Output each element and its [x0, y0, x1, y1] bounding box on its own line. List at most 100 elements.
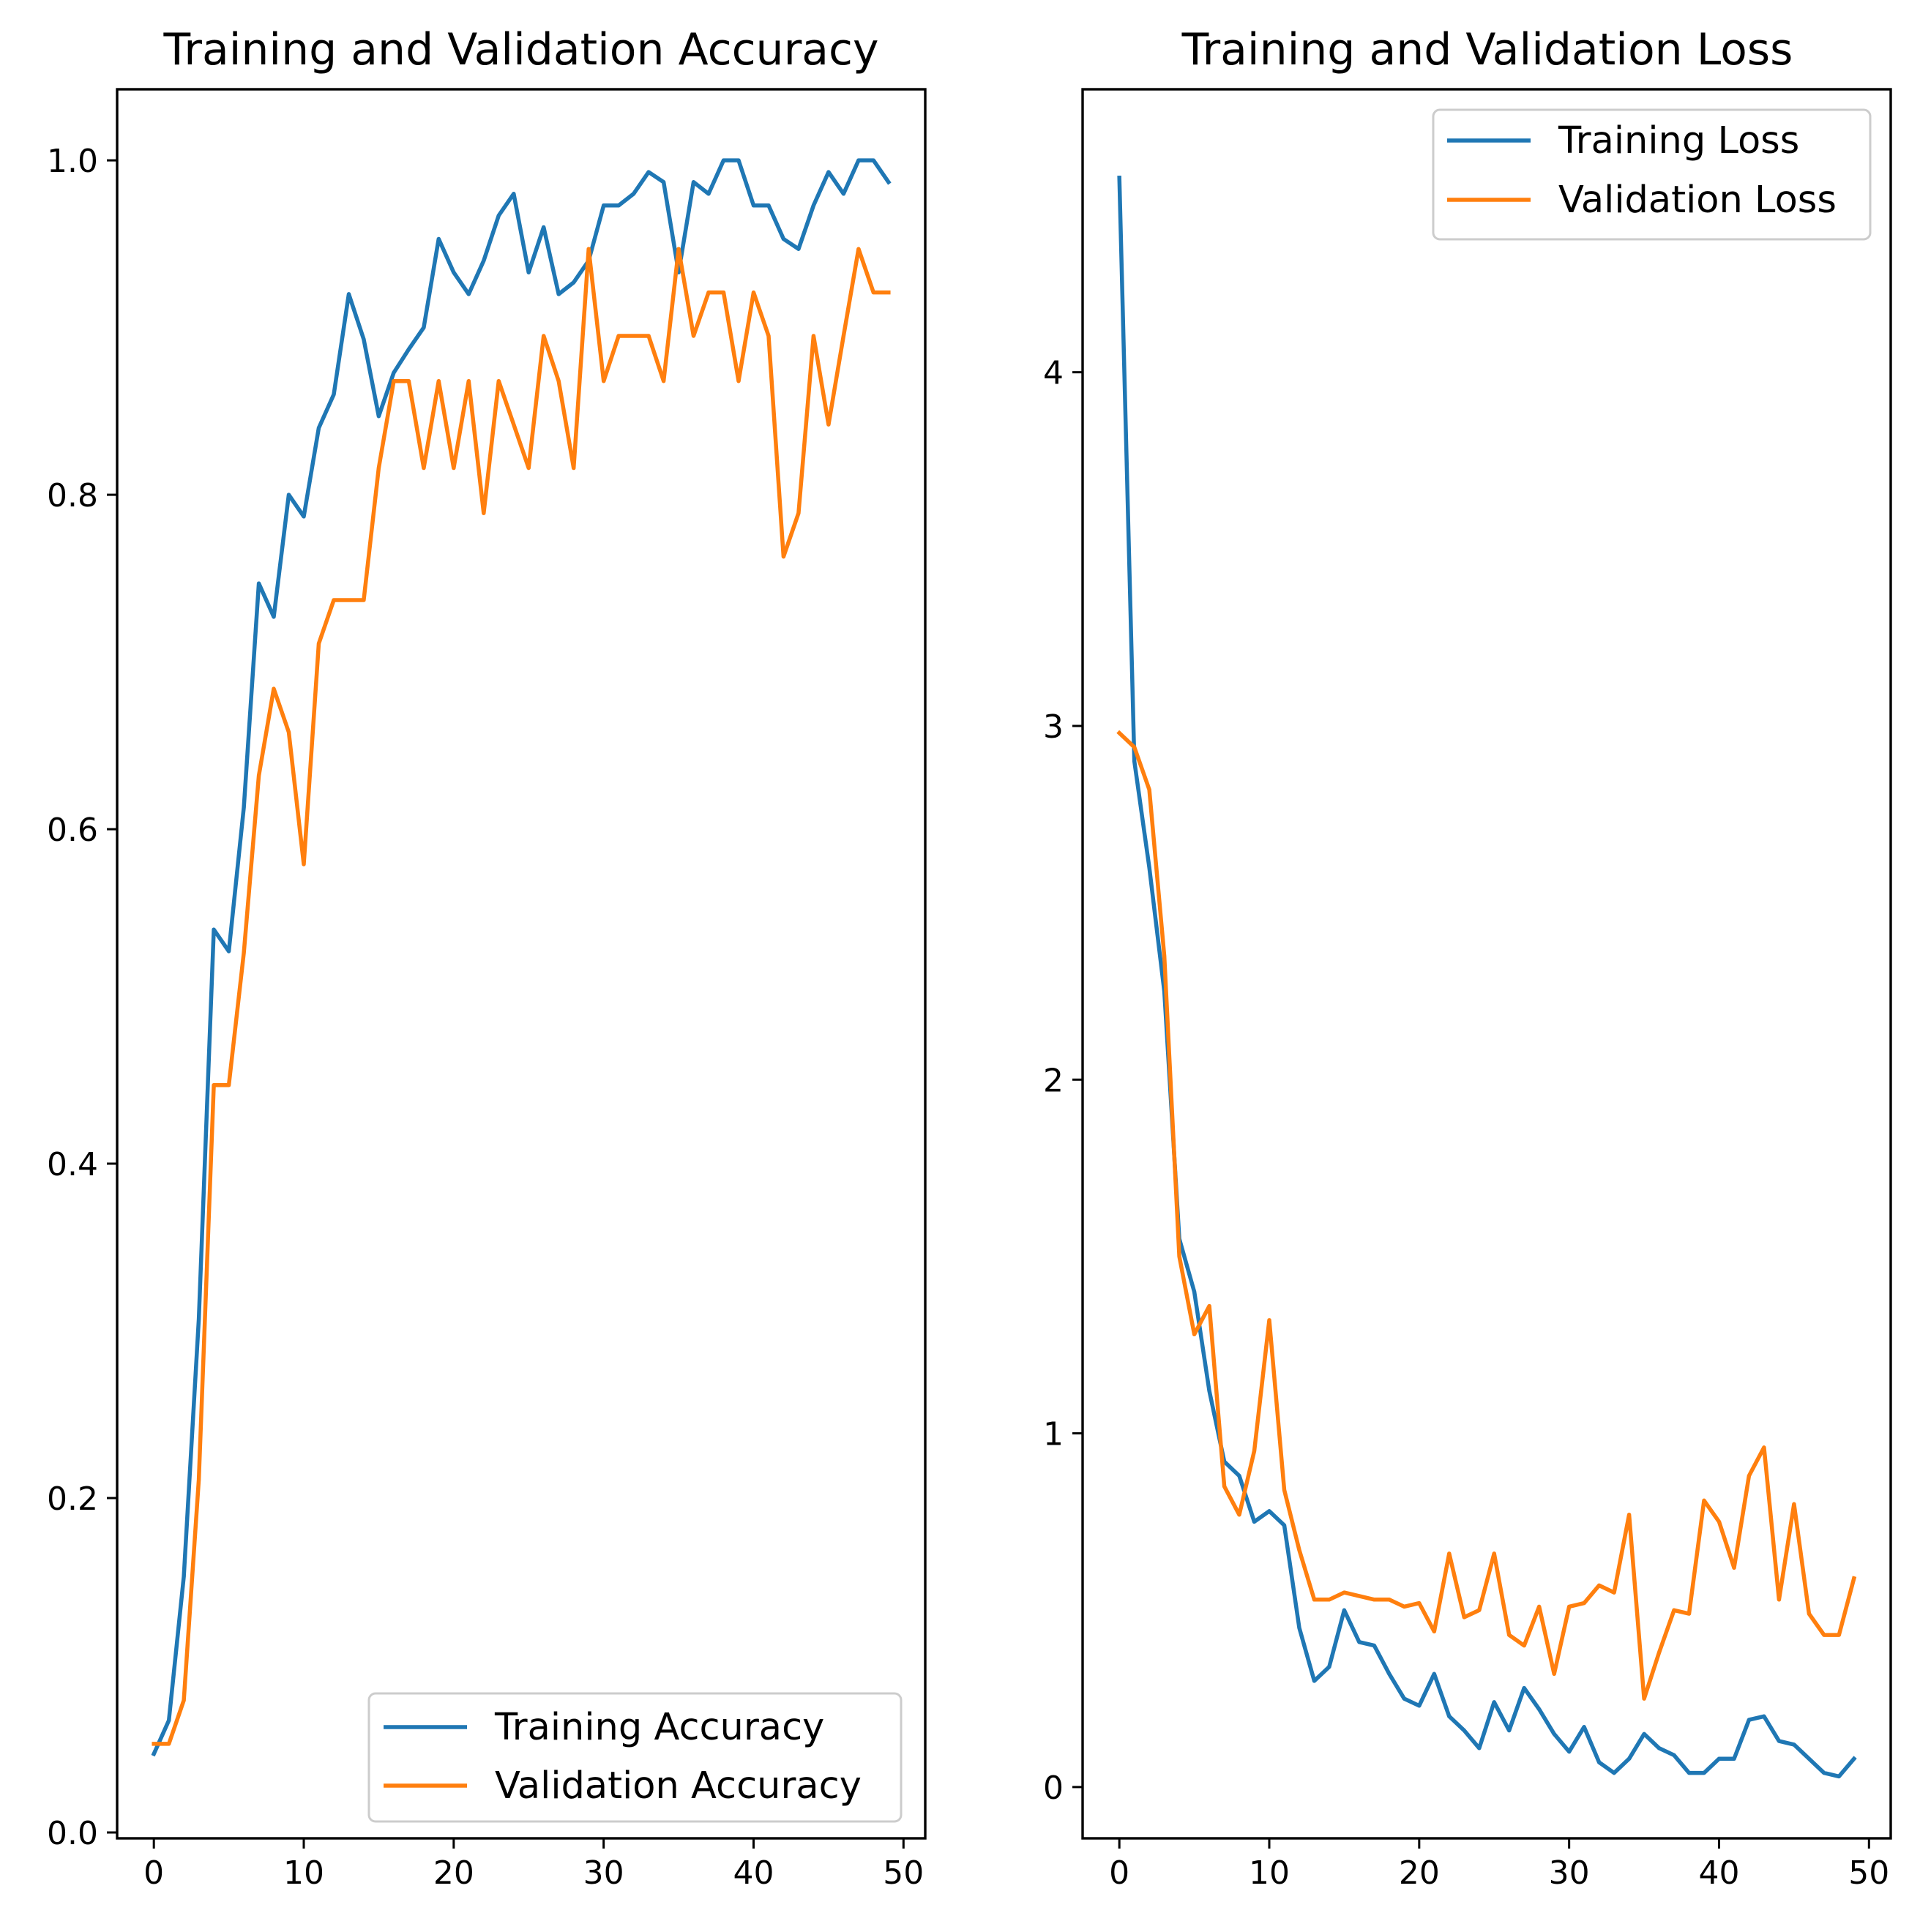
training-loss-point: [1537, 1707, 1542, 1712]
training-loss-point: [1612, 1771, 1616, 1775]
training-loss-point: [1642, 1731, 1646, 1736]
training-loss-point: [1327, 1665, 1331, 1669]
training-accuracy-point: [182, 1574, 186, 1579]
validation-accuracy-point: [482, 511, 486, 515]
validation-accuracy-point: [316, 641, 321, 645]
training-accuracy-point: [257, 581, 261, 585]
training-loss-point: [1147, 865, 1151, 869]
validation-accuracy-point: [452, 466, 456, 471]
training-loss-point: [1762, 1714, 1766, 1718]
training-loss-point: [1387, 1671, 1392, 1676]
loss-xtick-label: 50: [1848, 1854, 1889, 1892]
loss-xtick-label: 30: [1549, 1854, 1590, 1892]
validation-loss-point: [1207, 1304, 1211, 1308]
training-accuracy-point: [272, 615, 276, 619]
validation-loss-point: [1267, 1318, 1271, 1322]
validation-loss-point: [1537, 1604, 1542, 1609]
validation-accuracy-point: [572, 466, 576, 471]
training-accuracy-point: [466, 292, 471, 296]
training-loss-point: [1567, 1750, 1572, 1754]
training-accuracy-point: [572, 280, 576, 285]
validation-loss-point: [1777, 1598, 1781, 1602]
training-accuracy-point: [766, 203, 771, 208]
validation-loss-point: [1687, 1611, 1692, 1616]
validation-loss-point: [1567, 1604, 1572, 1609]
training-accuracy-point: [841, 192, 845, 196]
validation-accuracy-point: [167, 1742, 171, 1746]
training-accuracy-point: [646, 170, 651, 174]
accuracy-ytick-label: 0.8: [47, 477, 98, 514]
accuracy-chart-title: Training and Validation Accuracy: [163, 24, 878, 75]
validation-accuracy-point: [796, 511, 801, 515]
training-loss-point: [1372, 1644, 1376, 1648]
validation-accuracy-point: [436, 379, 441, 383]
validation-accuracy-point: [811, 334, 815, 338]
loss-legend: Training Loss Validation Loss: [1432, 108, 1872, 241]
training-loss-point: [1357, 1640, 1361, 1644]
training-accuracy-point: [662, 180, 666, 184]
validation-loss-point: [1642, 1696, 1646, 1701]
accuracy-xtick-label: 30: [583, 1854, 624, 1892]
validation-accuracy-point: [841, 334, 845, 338]
loss-legend-box: [1432, 108, 1872, 241]
loss-ticks: 0 10 20 30 40 50 0 1 2 3 4: [1043, 355, 1889, 1892]
training-accuracy-point: [811, 203, 815, 208]
validation-loss-point: [1582, 1601, 1586, 1606]
legend-validation-accuracy-label: Validation Accuracy: [495, 1764, 862, 1808]
training-loss-point: [1597, 1760, 1602, 1764]
training-loss-point: [1132, 759, 1137, 763]
validation-accuracy-point: [272, 686, 276, 691]
loss-ytick-label: 4: [1043, 355, 1064, 392]
accuracy-xtick-label: 0: [143, 1854, 164, 1892]
validation-loss-point: [1597, 1583, 1602, 1587]
training-loss-point: [1627, 1756, 1632, 1761]
validation-loss-line: [1116, 730, 1857, 1701]
loss-xtick-label: 40: [1698, 1854, 1739, 1892]
validation-loss-point: [1747, 1474, 1751, 1478]
training-accuracy-point: [452, 270, 456, 274]
loss-xtick-label: 20: [1399, 1854, 1440, 1892]
validation-loss-point: [1447, 1551, 1452, 1556]
training-accuracy-point: [526, 270, 531, 274]
accuracy-legend-box: [367, 1692, 903, 1823]
training-loss-point: [1312, 1679, 1316, 1683]
accuracy-xtick-label: 40: [733, 1854, 774, 1892]
training-accuracy-point: [212, 927, 216, 932]
training-accuracy-point: [287, 493, 291, 497]
training-accuracy-point: [826, 170, 831, 174]
training-loss-point: [1237, 1474, 1241, 1478]
validation-accuracy-point: [302, 862, 306, 866]
validation-loss-point: [1387, 1598, 1392, 1602]
validation-accuracy-point: [871, 291, 875, 295]
validation-loss-point: [1717, 1519, 1721, 1524]
validation-accuracy-point: [512, 422, 516, 427]
training-loss-point: [1672, 1753, 1676, 1757]
validation-loss-point: [1117, 731, 1121, 735]
training-accuracy-point: [796, 247, 801, 251]
training-accuracy-point: [542, 225, 546, 230]
training-loss-line: [1117, 175, 1857, 1779]
validation-loss-point: [1657, 1650, 1662, 1655]
training-accuracy-point: [392, 370, 396, 375]
validation-loss-point: [1297, 1548, 1301, 1552]
accuracy-ytick-label: 0.4: [47, 1146, 98, 1183]
validation-accuracy-point: [886, 291, 891, 295]
legend-training-accuracy-label: Training Accuracy: [494, 1706, 824, 1749]
validation-accuracy-point: [496, 379, 501, 383]
loss-xtick-label: 10: [1249, 1854, 1290, 1892]
training-accuracy-point: [512, 192, 516, 196]
accuracy-legend: Training Accuracy Validation Accuracy: [367, 1692, 903, 1823]
training-accuracy-point: [197, 1317, 201, 1322]
training-loss-point: [1447, 1714, 1452, 1718]
training-loss-point: [1657, 1746, 1662, 1751]
validation-accuracy-point: [676, 247, 681, 251]
validation-loss-point: [1402, 1604, 1406, 1609]
training-accuracy-point: [856, 158, 861, 162]
validation-accuracy-point: [422, 466, 426, 471]
accuracy-xtick-label: 20: [433, 1854, 474, 1892]
training-accuracy-point: [422, 326, 426, 330]
training-loss-point: [1822, 1771, 1826, 1775]
validation-accuracy-point: [182, 1698, 186, 1702]
validation-loss-point: [1672, 1608, 1676, 1612]
